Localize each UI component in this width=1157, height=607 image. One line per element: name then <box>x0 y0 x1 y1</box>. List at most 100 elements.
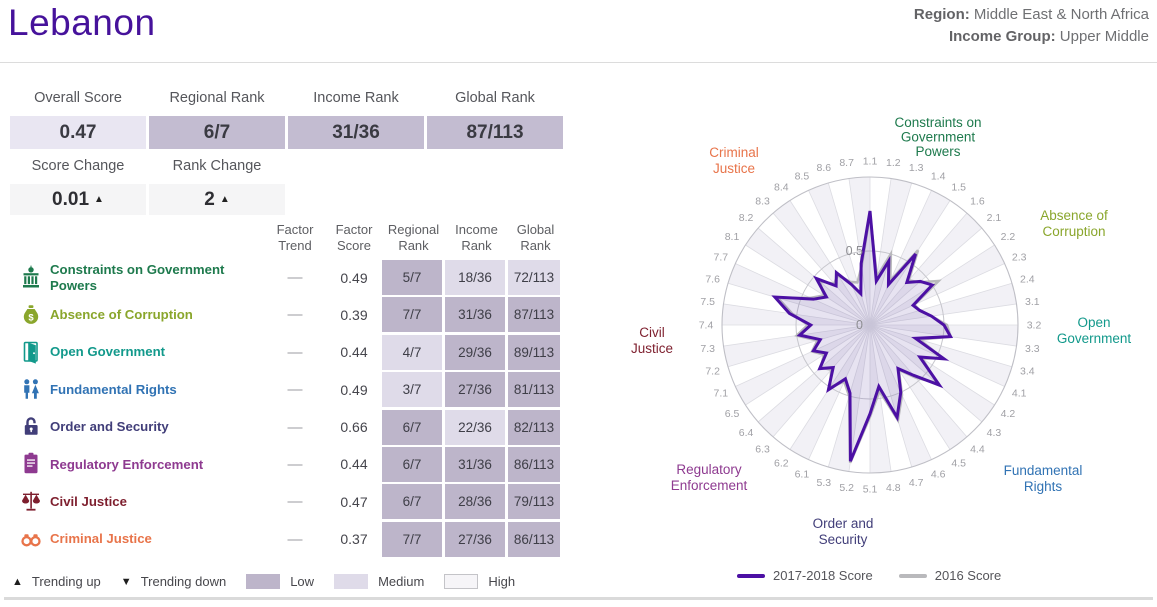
radar-tick-label-6-5: 6.5 <box>725 408 740 420</box>
medium-label: Medium <box>378 574 425 589</box>
change-label: Rank Change <box>172 158 262 174</box>
regional-rank-cell: 7/7 <box>382 297 442 333</box>
factor-row-civil-justice: Civil Justice — 0.47 6/7 28/36 79/113 <box>0 484 563 520</box>
global-rank-cell: 87/113 <box>508 297 560 333</box>
factor-row-constraints-on-government-powers: Constraints on Government Powers — 0.49 5/7… <box>0 260 563 295</box>
handcuffs-icon <box>12 526 50 552</box>
income-rank-cell: 27/36 <box>445 372 505 408</box>
global-rank-cell: 81/113 <box>508 372 560 408</box>
radar-sector <box>758 213 870 325</box>
factor-name[interactable]: Constraints on Government Powers <box>50 261 225 293</box>
trending-down-icon: ▼ <box>120 575 132 588</box>
stat-overall-score: Overall Score 0.47 <box>10 90 146 149</box>
factor-trend: — <box>287 269 303 286</box>
low-swatch <box>246 574 281 589</box>
radar-tick-label-8-5: 8.5 <box>795 170 810 182</box>
income-rank-cell: 22/36 <box>445 409 505 445</box>
open-door-icon <box>12 339 50 365</box>
radar-ring-label-0: 0 <box>856 318 863 332</box>
factor-trend: — <box>287 381 303 399</box>
stat-label: Income Rank <box>313 90 399 106</box>
trending-up-label: Trending up <box>31 574 101 589</box>
clipboard-icon <box>12 451 50 477</box>
stat-value-box: 0.47 <box>10 116 146 149</box>
low-label: Low <box>290 574 315 589</box>
column-header-factor-trend: Factor Trend <box>276 222 314 254</box>
high-label: High <box>488 574 516 589</box>
radar-factor-label-constraints-on-government-powers: Constraints on Government Powers <box>894 115 981 159</box>
radar-sector <box>870 325 967 450</box>
factor-score: 0.37 <box>340 531 368 548</box>
radar-sector <box>870 182 932 325</box>
radar-chart-area: 0.5 0 1.1 1.2 1.3 1.4 1.5 1.6 2.1 2.2 2.3 2.4 3.1 3.2… <box>577 20 1157 565</box>
radar-sector <box>808 325 870 468</box>
radar-tick-label-4-3: 4.3 <box>987 427 1002 439</box>
stat-label: Overall Score <box>34 90 122 106</box>
people-icon <box>12 377 50 403</box>
stat-value-box: 31/36 <box>288 116 424 149</box>
radar-sector <box>773 325 870 450</box>
radar-sector <box>870 228 995 325</box>
radar-tick-label-7-4: 7.4 <box>699 320 714 332</box>
stat-value-box: 87/113 <box>427 116 563 149</box>
radar-tick-label-1-1: 1.1 <box>863 156 878 168</box>
radar-factor-label-order-and-security: Order and Security <box>813 516 874 547</box>
radar-tick-label-5-3: 5.3 <box>816 477 831 489</box>
column-header-income-rank: Income Rank <box>455 222 498 254</box>
radar-sector <box>745 228 870 325</box>
change-value-box: 2 ▲ <box>149 184 285 215</box>
radar-tick-label-2-4: 2.4 <box>1020 273 1035 285</box>
radar-ring-label-0-5: 0.5 <box>846 244 863 258</box>
radar-tick-label-6-2: 6.2 <box>774 457 789 469</box>
change-rank-change: Rank Change 2 ▲ <box>149 158 285 215</box>
header-meta: Region: Middle East & North Africa Incom… <box>914 4 1149 48</box>
radar-tick-label-6-3: 6.3 <box>755 443 770 455</box>
factor-name[interactable]: Order and Security <box>50 419 169 435</box>
radar-tick-label-4-7: 4.7 <box>909 477 924 489</box>
factor-row-absence-of-corruption: $ Absence of Corruption — 0.39 7/7 31/36 87/11… <box>0 297 563 333</box>
radar-tick-label-4-4: 4.4 <box>970 443 985 455</box>
factor-row-open-government: Open Government — 0.44 4/7 29/36 89/113 <box>0 334 563 370</box>
table-legend: ▲ Trending up ▼ Trending down Low Medium… <box>12 574 535 589</box>
radar-factor-label-criminal-justice: Criminal Justice <box>709 145 759 176</box>
factor-name[interactable]: Regulatory Enforcement <box>50 456 204 472</box>
up-triangle-icon: ▲ <box>219 194 230 205</box>
factor-name[interactable]: Open Government <box>50 344 166 360</box>
radar-tick-label-8-3: 8.3 <box>755 196 770 208</box>
stat-label: Global Rank <box>455 90 535 106</box>
regional-rank-cell: 6/7 <box>382 484 442 520</box>
radar-tick-label-6-1: 6.1 <box>795 469 810 481</box>
factor-table-header: Factor Trend Factor Score Regional Rank Income… <box>0 222 563 256</box>
radar-tick-label-3-3: 3.3 <box>1025 343 1040 355</box>
regional-rank-cell: 6/7 <box>382 446 442 482</box>
factor-trend: — <box>287 493 303 511</box>
radar-sector <box>870 325 1005 406</box>
regional-rank-cell: 3/7 <box>382 372 442 408</box>
radar-tick-label-4-5: 4.5 <box>951 457 966 469</box>
trending-up-icon: ▲ <box>12 575 23 588</box>
radar-tick-label-7-2: 7.2 <box>705 366 720 378</box>
factor-row-fundamental-rights: Fundamental Rights — 0.49 3/7 27/36 81/113 <box>0 372 563 408</box>
high-swatch <box>444 574 479 589</box>
column-header-global-rank: Global Rank <box>516 222 555 254</box>
factor-name[interactable]: Absence of Corruption <box>50 307 193 323</box>
factor-name[interactable]: Criminal Justice <box>50 531 152 547</box>
factor-trend: — <box>287 343 303 361</box>
radar-tick-label-2-3: 2.3 <box>1012 251 1027 263</box>
global-rank-cell: 86/113 <box>508 521 560 557</box>
radar-tick-label-5-1: 5.1 <box>863 484 878 496</box>
factor-name[interactable]: Civil Justice <box>50 494 127 510</box>
radar-tick-label-1-5: 1.5 <box>951 182 966 194</box>
trending-down-label: Trending down <box>140 574 227 589</box>
factor-name[interactable]: Fundamental Rights <box>50 381 177 397</box>
stat-global-rank: Global Rank 87/113 <box>427 90 563 149</box>
radar-tick-label-3-2: 3.2 <box>1027 320 1042 332</box>
change-value: 0.01 <box>52 189 90 210</box>
stat-income-rank: Income Rank 31/36 <box>288 90 424 149</box>
padlock-icon <box>12 414 50 440</box>
income-group-label: Income Group: <box>948 28 1056 45</box>
income-rank-cell: 28/36 <box>445 484 505 520</box>
radar-sector <box>735 244 870 325</box>
global-rank-cell: 72/113 <box>508 260 560 295</box>
radar-tick-label-1-3: 1.3 <box>909 162 924 174</box>
